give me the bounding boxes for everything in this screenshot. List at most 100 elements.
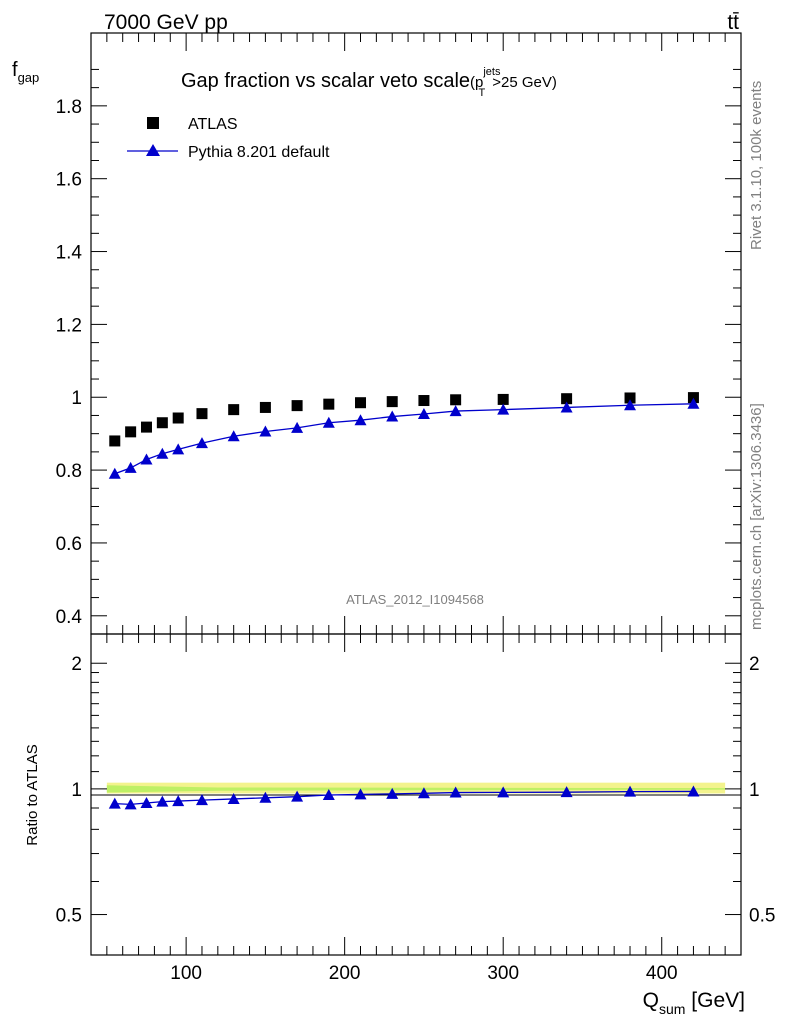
ratio-y-tick-label-right: 0.5 [749,906,775,927]
ratio-y-tick-labels: 0.5 0.5 1 1 2 2 [56,654,776,926]
ratio-pythia-point [140,797,153,809]
pythia-point [449,405,462,417]
atlas-point [386,396,398,408]
ratio-pythia-point [449,786,462,798]
atlas-point [355,397,367,409]
pythia-point [687,397,700,409]
atlas-point [323,398,335,410]
legend-pythia-label: Pythia 8.201 default [188,144,330,161]
atlas-point [450,394,462,406]
ratio-pythia-point [687,785,700,797]
legend-pythia-marker [146,144,160,156]
atlas-point [259,401,271,413]
x-tick-label: 200 [329,963,361,984]
title-sub: T [478,87,485,99]
atlas-point [624,392,636,404]
title-pt: (p [470,74,483,91]
ylabel-sub: gap [18,70,40,85]
pythia-point [172,443,185,455]
legend: ATLAS Pythia 8.201 default [127,116,330,161]
ratio-pythia-point [172,795,185,807]
main-panel: 0.4 0.6 0.8 1 1.2 1.4 1.6 1.8 Gap fraction vs s… [12,32,742,635]
main-y-tick-label: 1.4 [56,243,83,264]
pythia-point [156,447,169,459]
ratio-pythia-point [497,786,510,798]
title-text: Gap fraction vs scalar veto scale [181,70,470,92]
ratio-pythia-point [354,788,367,800]
ratio-band [106,782,726,794]
ratio-pythia-point [291,790,304,802]
atlas-point [687,392,699,404]
pythia-point [291,421,304,433]
ylabel-base: f [12,59,18,81]
ratio-pythia-point [386,787,399,799]
ratio-pythia-point [417,787,430,799]
ratio-y-tick-label-right: 1 [749,780,760,801]
main-title: Gap fraction vs scalar veto scale(pjets T… [181,66,557,99]
ratio-y-tick-label: 0.5 [56,906,82,927]
ratio-band-inner [106,785,726,793]
x-tick-label: 300 [487,963,519,984]
main-y-tick-label: 0.8 [56,461,82,482]
atlas-point [196,408,208,420]
main-ticks [91,33,741,634]
atlas-point [418,395,430,407]
ratio-panel: 0.5 0.5 1 1 2 2 100 200 300 400 Ratio to ATLAS Q… [24,633,776,1017]
main-y-tick-label: 1.2 [56,315,82,336]
main-y-tick-labels: 0.4 0.6 0.8 1 1.2 1.4 1.6 1.8 [56,97,83,628]
ratio-pythia-series [108,785,700,810]
pythia-point [417,407,430,419]
pythia-point [624,399,637,411]
atlas-point [140,421,152,433]
ratio-y-tick-label-right: 2 [749,654,760,675]
ratio-ticks [91,634,741,955]
pythia-point [322,416,335,428]
ratio-y-tick-label: 2 [71,654,82,675]
main-y-tick-label: 1 [71,388,82,409]
main-y-tick-label: 1.6 [56,170,82,191]
x-tick-label: 100 [170,963,202,984]
atlas-point [497,393,509,405]
ratio-ylabel: Ratio to ATLAS [24,744,41,845]
ratio-pythia-point [108,797,121,809]
atlas-series [109,392,699,447]
atlas-point [125,426,137,438]
pythia-point [140,453,153,465]
main-y-tick-label: 0.6 [56,534,82,555]
main-ylabel: fgap [12,59,39,85]
atlas-point [561,393,573,405]
pythia-point [259,425,272,437]
main-y-tick-label: 0.4 [56,607,83,628]
pythia-series [108,397,700,479]
legend-atlas-label: ATLAS [188,116,238,133]
main-y-tick-label: 1.8 [56,97,82,118]
atlas-point [156,417,168,429]
ratio-pythia-point [195,794,208,806]
mcplots-label: mcplots.cern.ch [arXiv:1306.3436] [748,403,765,630]
pythia-point [108,467,121,479]
ratio-y-tick-label: 1 [71,780,82,801]
pythia-point [386,410,399,422]
pythia-point [354,414,367,426]
ratio-pythia-point [227,792,240,804]
xlabel: Qsum [GeV] [643,989,745,1017]
legend-atlas-marker [147,117,159,129]
title-sup: jets [482,66,501,78]
xlabel-base: Q [643,989,659,1012]
xlabel-sub: sum [659,1001,685,1017]
rivet-label: Rivet 3.1.10, 100k events [748,81,765,250]
pythia-point [227,430,240,442]
pythia-point [124,461,137,473]
pythia-point [497,403,510,415]
analysis-label: ATLAS_2012_I1094568 [346,592,484,607]
ratio-pythia-point [560,786,573,798]
pythia-point [560,401,573,413]
atlas-point [109,435,121,447]
energy-label: 7000 GeV pp [104,11,228,34]
ratio-pythia-point [156,795,169,807]
atlas-point [291,400,303,412]
title-tail: >25 GeV) [492,74,557,91]
pythia-point [195,437,208,449]
process-label: tt̄ [727,11,739,34]
